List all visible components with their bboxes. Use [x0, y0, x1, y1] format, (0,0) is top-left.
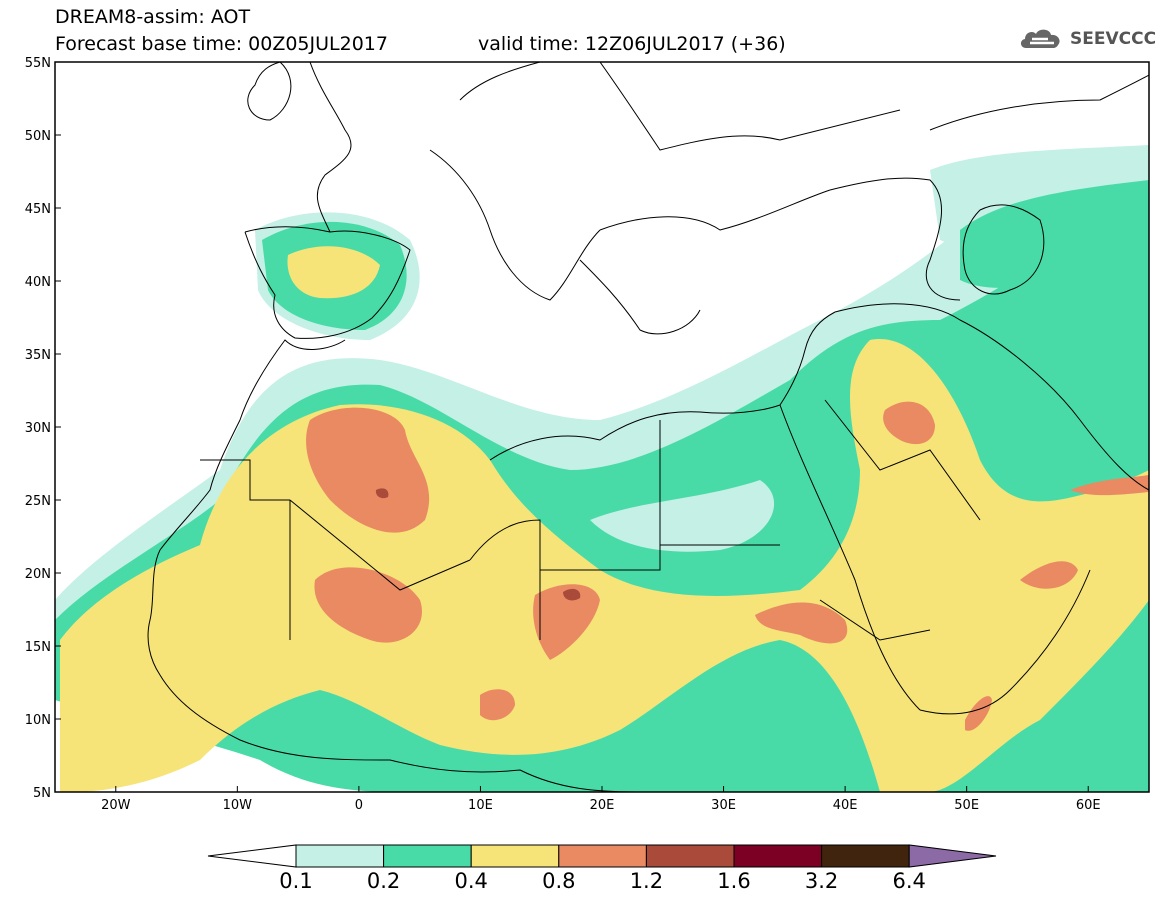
aot-band-0-8-somalia [965, 696, 992, 731]
lat-tick-label: 15N [25, 640, 51, 655]
aot-band-0-8-chad [533, 584, 600, 660]
aot-low-gap-2 [590, 480, 775, 552]
logo-text: SEEVCCC [1070, 29, 1157, 49]
lon-tick-label: 50E [954, 798, 979, 813]
lon-tick-label: 10W [223, 798, 253, 813]
cloud-icon [1020, 29, 1060, 48]
colorbar-level-label: 0.2 [366, 869, 401, 893]
colorbar-level-label: 0.1 [279, 869, 313, 893]
aot-band-1-2-a [375, 488, 389, 499]
aot-band-0-4-spain [287, 246, 380, 299]
lat-tick-label: 50N [25, 129, 51, 144]
colorbar-segment [733, 844, 823, 868]
colorbar-level-label: 6.4 [892, 869, 926, 893]
title-line-2: Forecast base time: 00Z05JUL2017 [55, 33, 388, 55]
lat-tick-label: 35N [25, 348, 51, 363]
aot-band-0-8-nigeria [480, 689, 515, 721]
latitude-axis: 55N 50N 45N 40N 35N 30N 25N 20N 15N 10N 5N [25, 56, 61, 801]
lat-tick-label: 5N [33, 786, 51, 801]
title-line-1: DREAM8-assim: AOT [55, 6, 251, 28]
seevccc-logo: SEEVCCC [1018, 24, 1156, 54]
lat-tick-label: 10N [25, 713, 51, 728]
colorbar-level-label: 3.2 [804, 869, 839, 893]
lon-tick-label: 20E [590, 798, 615, 813]
colorbar-segment [558, 844, 647, 868]
lat-tick-label: 55N [25, 56, 51, 71]
aot-band-0-8-oman [1020, 561, 1078, 589]
coastlines-borders [147, 62, 1149, 792]
lat-tick-label: 20N [25, 567, 51, 582]
aot-band-0-8-sudan [755, 602, 848, 644]
colorbar-lower-extension [207, 844, 297, 868]
colorbar-upper-extension [908, 844, 997, 868]
lat-tick-label: 45N [25, 202, 51, 217]
lon-tick-label: 30E [711, 798, 736, 813]
longitude-axis: 20W 10W 0 10E 20E 30E 40E 50E 60E [101, 786, 1101, 813]
colorbar-level-label: 0.4 [454, 869, 488, 893]
colorbar-segment [645, 844, 735, 868]
valid-time: valid time: 12Z06JUL2017 (+36) [478, 33, 786, 55]
aot-band-1-2-b [563, 588, 581, 601]
lat-tick-label: 30N [25, 421, 51, 436]
aot-band-0-8-iraq [883, 401, 935, 445]
lon-tick-label: 60E [1076, 798, 1101, 813]
colorbar-segment [821, 844, 910, 868]
colorbar-level-label: 0.8 [542, 869, 576, 893]
colorbar-segment [295, 844, 385, 868]
colorbar [207, 844, 997, 868]
lat-tick-label: 25N [25, 494, 51, 509]
lon-tick-label: 20W [101, 798, 131, 813]
aot-band-0-8-pakistan [1070, 475, 1149, 496]
aot-field [55, 145, 1149, 792]
colorbar-level-label: 1.2 [629, 869, 664, 893]
colorbar-level-label: 1.6 [717, 869, 751, 893]
colorbar-segment [470, 844, 560, 868]
lon-tick-label: 0 [355, 798, 363, 813]
colorbar-segment [383, 844, 472, 868]
aot-band-0-2-caspian [960, 180, 1149, 288]
lon-tick-label: 10E [468, 798, 493, 813]
lon-tick-label: 40E [833, 798, 858, 813]
lat-tick-label: 40N [25, 275, 51, 290]
aot-band-0-8-sahara-north [306, 407, 430, 533]
